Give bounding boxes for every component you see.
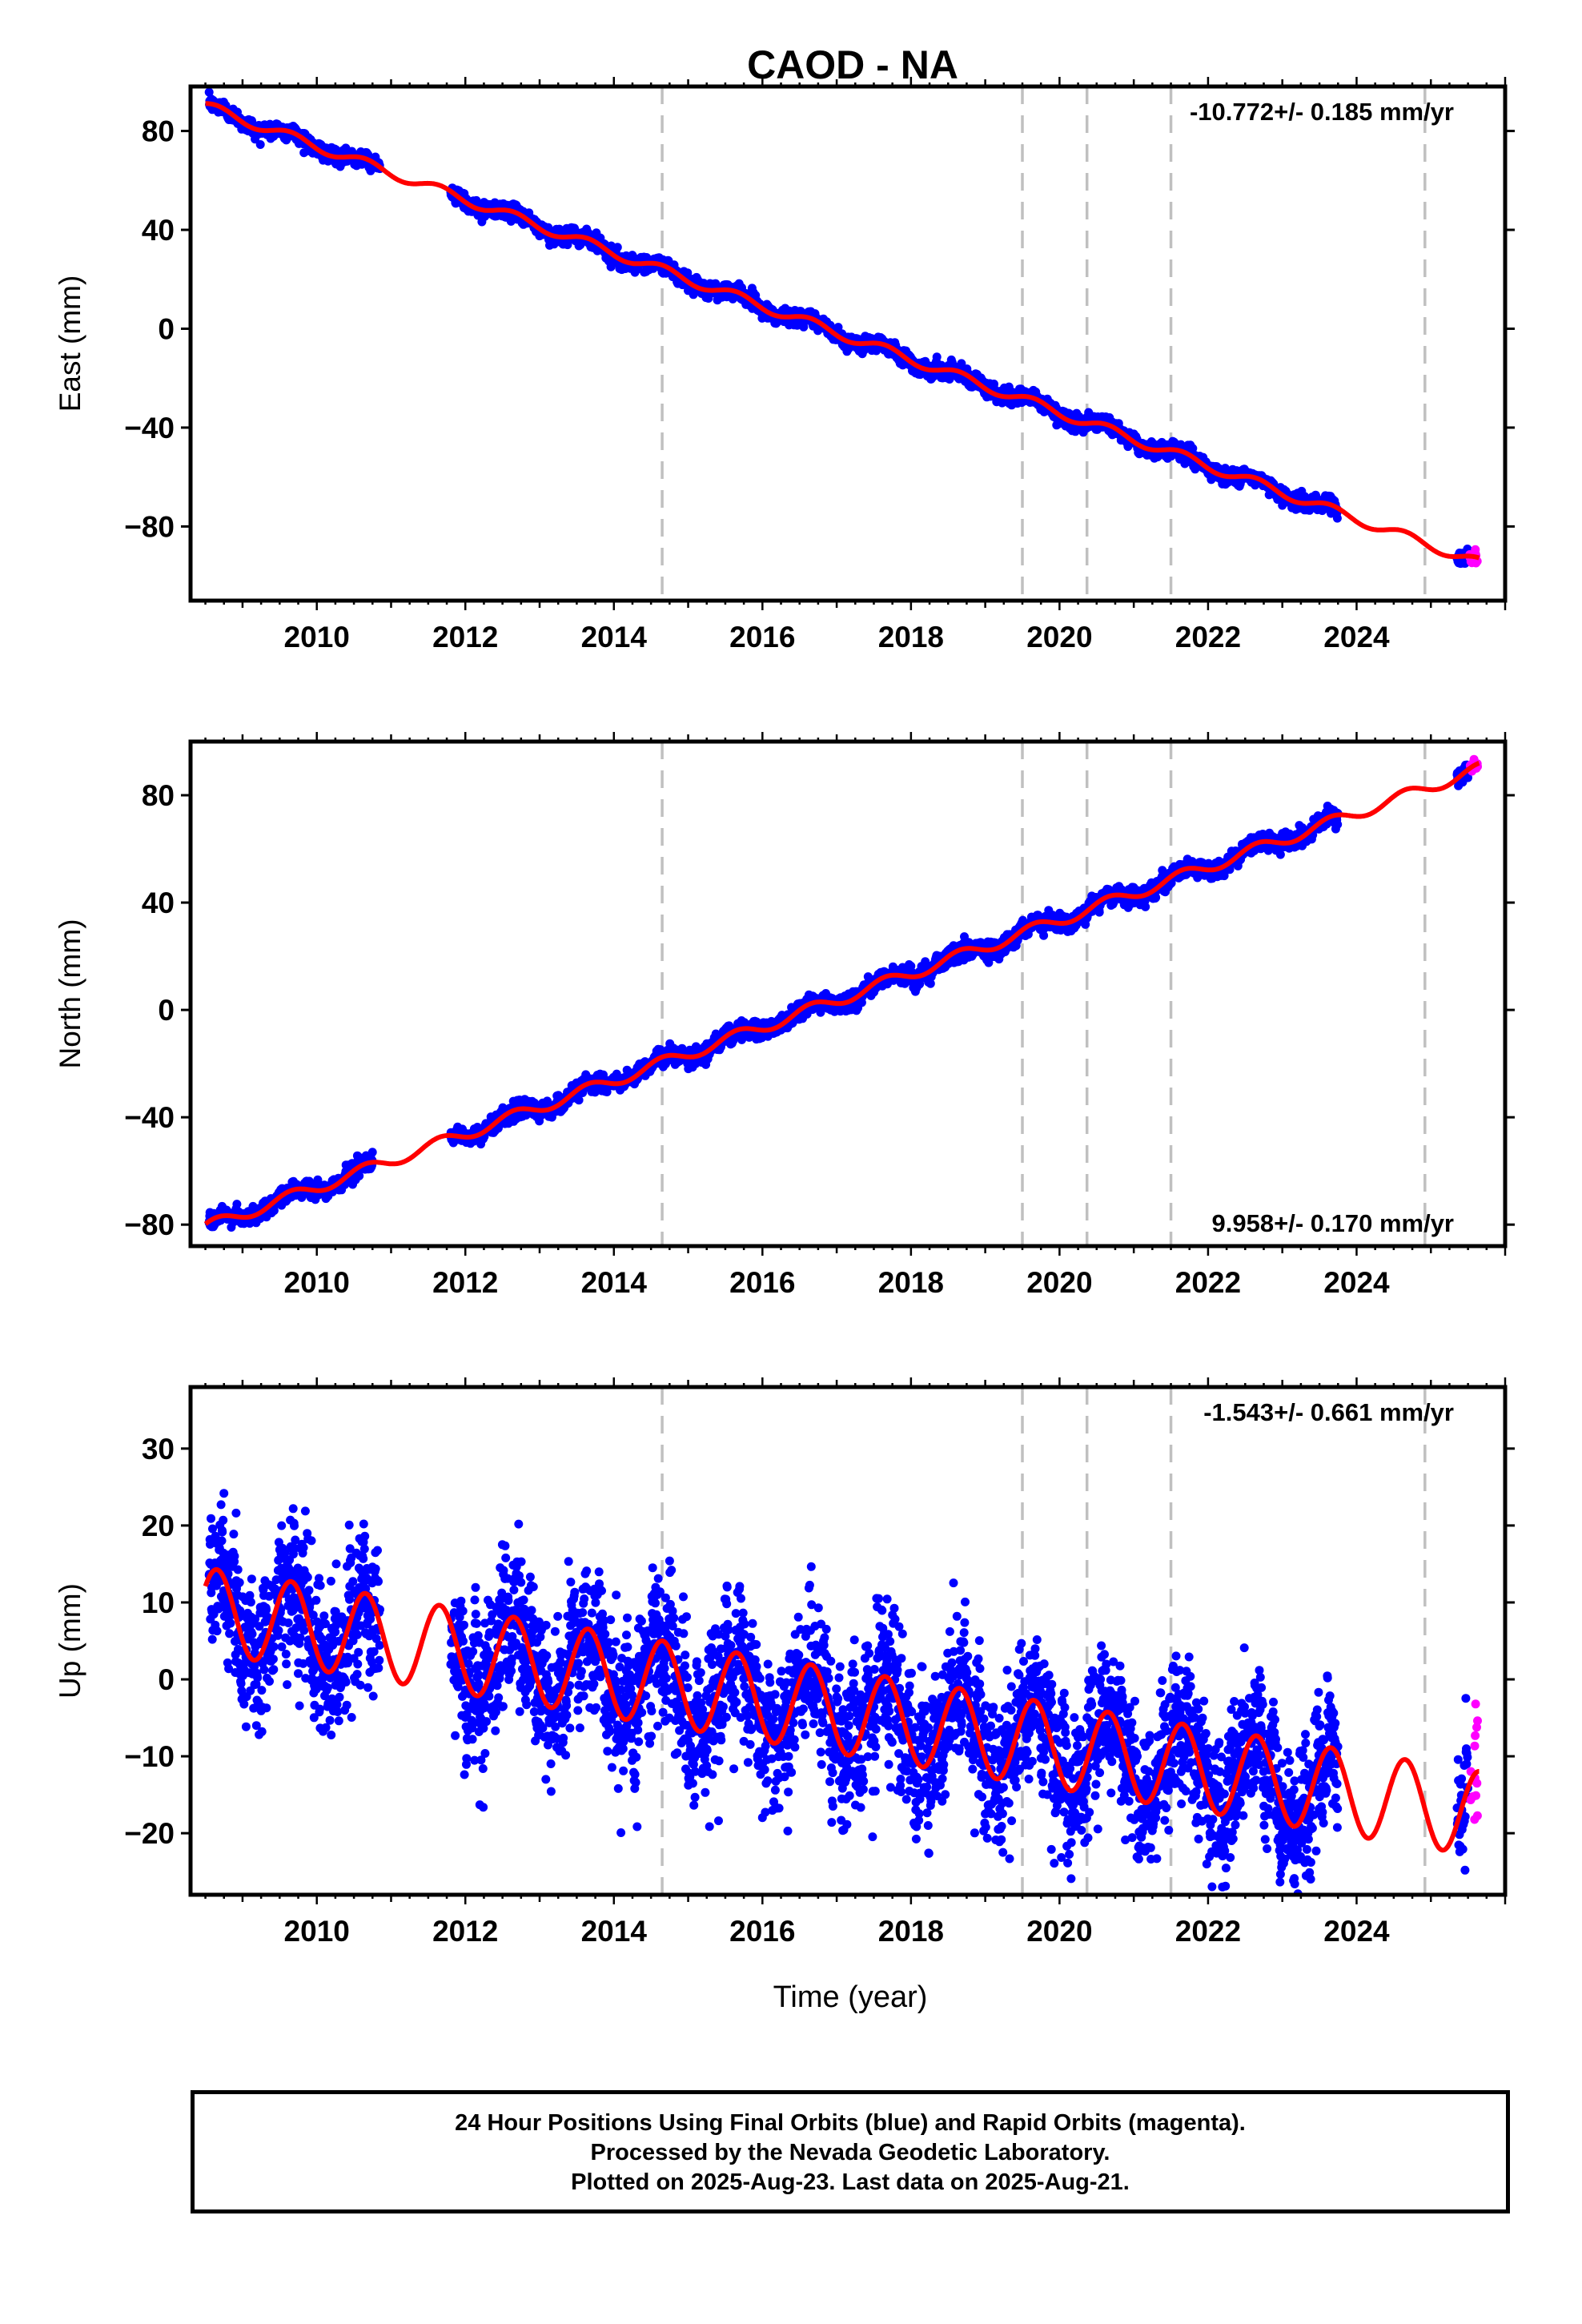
plot-area xyxy=(203,742,1482,1246)
data-point xyxy=(932,352,942,362)
y-tick-label: 80 xyxy=(142,115,175,148)
data-point xyxy=(612,243,622,252)
data-point xyxy=(204,87,214,97)
y-tick-label: 0 xyxy=(158,312,175,345)
data-point xyxy=(255,140,265,149)
data-point xyxy=(367,1148,377,1157)
data-point xyxy=(1332,513,1342,523)
panel-1: 80 40 0 −40 −80 2010 2012 2014 2016 2018 2020 2022 2… xyxy=(54,77,1515,653)
chart-title: CAOD - NA xyxy=(747,42,958,87)
panels: 80 40 0 −40 −80 2010 2012 2014 2016 2018 2020 2022 2… xyxy=(54,77,1515,1948)
rate-label: -10.772+/- 0.185 mm/yr xyxy=(1190,98,1454,126)
x-tick-label: 2016 xyxy=(729,621,795,653)
x-tick-label: 2010 xyxy=(284,621,350,653)
y-axis-label: East (mm) xyxy=(54,275,86,412)
x-tick-label: 2024 xyxy=(1323,621,1390,653)
x-tick-label: 2014 xyxy=(581,621,648,653)
y-tick-label: −80 xyxy=(124,510,175,543)
plot-area xyxy=(204,86,1482,601)
x-tick-label: 2022 xyxy=(1175,621,1241,653)
x-tick-label: 2012 xyxy=(432,621,498,653)
x-tick-label: 2020 xyxy=(1026,621,1092,653)
y-tick-label: −40 xyxy=(124,412,175,444)
final-orbit-points xyxy=(204,760,1472,1232)
x-tick-label: 2018 xyxy=(878,621,944,653)
data-point xyxy=(833,323,843,332)
y-tick-label: 40 xyxy=(142,214,175,247)
rapid-point xyxy=(1468,558,1476,568)
